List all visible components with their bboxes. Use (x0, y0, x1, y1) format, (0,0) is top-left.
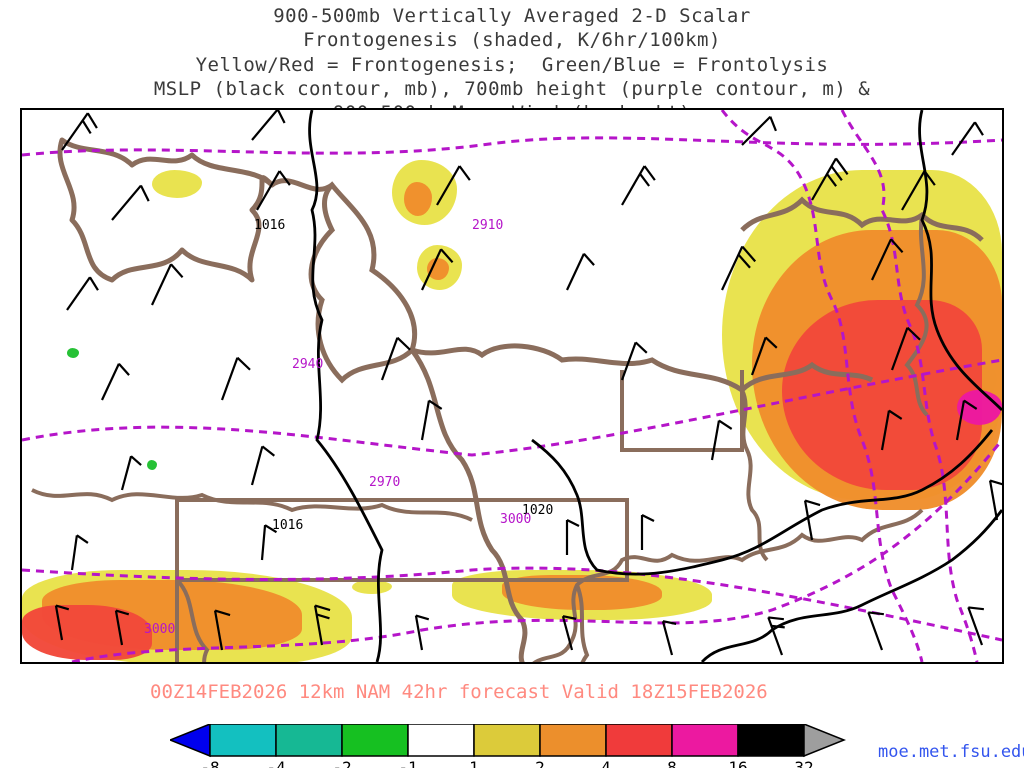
colorbar-segment-2[interactable] (540, 724, 606, 756)
colorbar-tick: -2 (332, 758, 351, 768)
shade-blob (502, 575, 662, 610)
colorbar-tick: 1 (469, 758, 479, 768)
height-label-2910: 2910 (472, 218, 503, 233)
height-label-2970: 2970 (369, 475, 400, 490)
colorbar-segment-1[interactable] (474, 724, 540, 756)
colorbar-segment-8[interactable] (672, 724, 738, 756)
shade-blob (352, 580, 392, 594)
colorbar-tick: 16 (728, 758, 747, 768)
weather-chart-root: 900-500mb Vertically Averaged 2-D Scalar… (0, 0, 1024, 768)
colorbar-arrow-low[interactable] (170, 724, 210, 756)
frontolysis-dot (147, 460, 157, 470)
forecast-map[interactable]: 1016 1016 1020 1020 2910 2940 2970 3000 … (20, 108, 1004, 664)
colorbar-segment--2[interactable] (342, 724, 408, 756)
colorbar-arrow-high[interactable] (804, 724, 844, 756)
colorbar-segment--1[interactable] (408, 724, 474, 756)
colorbar-tick: -4 (266, 758, 285, 768)
colorbar-segment--8[interactable] (210, 724, 276, 756)
website-credit-link[interactable]: moe.met.fsu.edu/banding (878, 742, 1024, 762)
mslp-label-1016b: 1016 (272, 518, 303, 533)
colorbar-tick: 32 (794, 758, 813, 768)
colorbar-tick: 2 (535, 758, 545, 768)
colorbar-tick: -8 (200, 758, 219, 768)
colorbar-segment-16[interactable] (738, 724, 804, 756)
shade-blob (22, 605, 152, 660)
color-scale-legend[interactable]: -8 -4 -2 -1 1 2 4 8 16 32 (170, 724, 870, 764)
frontolysis-dot (67, 348, 79, 358)
height-label-3000a: 3000 (144, 622, 175, 637)
colorbar-segment--4[interactable] (276, 724, 342, 756)
valid-time-caption: 00Z14FEB2026 12km NAM 42hr forecast Vali… (150, 681, 768, 703)
colorbar-tick: -1 (398, 758, 417, 768)
mslp-label-1016: 1016 (254, 218, 285, 233)
colorbar-tick: 4 (601, 758, 611, 768)
mslp-label-1020b: 1020 (687, 661, 718, 664)
colorbar-segment-4[interactable] (606, 724, 672, 756)
colorbar-tick: 8 (667, 758, 677, 768)
height-label-2940: 2940 (292, 357, 323, 372)
shade-blob (152, 170, 202, 198)
height-label-3000b: 3000 (500, 512, 531, 527)
